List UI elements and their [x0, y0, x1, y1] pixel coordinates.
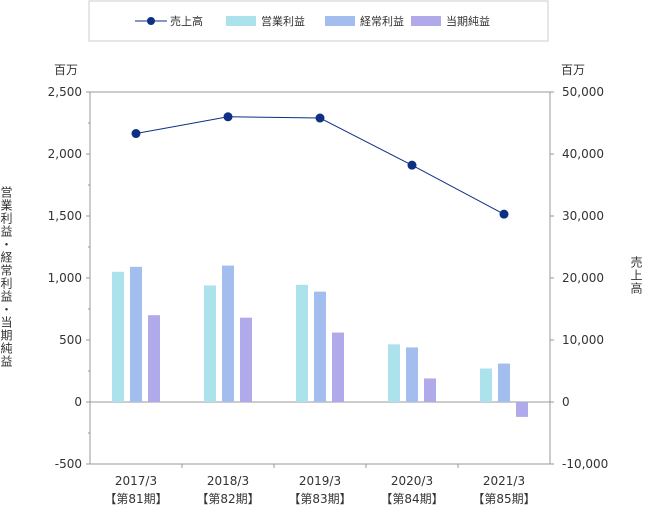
bar-当期純益-1 [240, 317, 252, 402]
x-tick-period: 【第85期】 [472, 492, 535, 506]
x-tick-year: 2021/3 [483, 474, 525, 488]
left-axis-title: 営業利益・経常利益・当期純益 [0, 186, 13, 368]
plot-frame [89, 91, 551, 465]
right-tick-label: 40,000 [562, 147, 604, 161]
bar-当期純益-0 [148, 315, 160, 402]
legend-swatch-bar [226, 16, 256, 26]
bar-当期純益-2 [332, 332, 344, 402]
sales-line [135, 116, 505, 215]
x-tick-period: 【第82期】 [196, 492, 259, 506]
left-tick-label: 0 [74, 395, 82, 409]
bar-営業利益-2 [296, 284, 308, 402]
x-tick-period: 【第84期】 [380, 492, 443, 506]
sales-point-4 [499, 209, 509, 219]
legend-swatch-marker [147, 17, 155, 25]
right-axis: -10,000 0 10,000 20,000 30,000 40,000 50,000 [550, 85, 608, 471]
plot-area [89, 91, 551, 465]
left-tick-label: 2,500 [48, 85, 82, 99]
right-tick-label: 20,000 [562, 271, 604, 285]
legend-label: 当期純益 [446, 14, 490, 28]
bar-当期純益-3 [424, 378, 436, 402]
bar-営業利益-3 [388, 344, 400, 402]
right-tick-label: 10,000 [562, 333, 604, 347]
bar-経常利益-1 [222, 265, 234, 402]
bar-経常利益-3 [406, 347, 418, 402]
legend-label: 売上高 [170, 14, 203, 28]
right-axis-title: 売上高 [629, 255, 643, 295]
right-axis-unit: 百万 [561, 63, 585, 77]
left-tick-label: 500 [59, 333, 82, 347]
bar-series [112, 265, 528, 417]
bar-経常利益-0 [130, 266, 142, 402]
line-series [131, 112, 509, 219]
x-axis: 2017/3 【第81期】 2018/3 【第82期】 2019/3 【第83期】 2020… [104, 464, 536, 506]
sales-point-3 [407, 160, 417, 170]
bar-営業利益-1 [204, 285, 216, 402]
x-tick-year: 2018/3 [207, 474, 249, 488]
left-axis-unit: 百万 [54, 63, 78, 77]
right-tick-label: 30,000 [562, 209, 604, 223]
bar-営業利益-0 [112, 271, 124, 402]
left-tick-label: 1,500 [48, 209, 82, 223]
legend-items: 売上高 営業利益 経常利益 当期純益 [135, 14, 490, 28]
sales-point-1 [223, 112, 233, 122]
x-tick-period: 【第83期】 [288, 492, 351, 506]
legend-swatch-bar [325, 16, 355, 26]
x-tick-year: 2017/3 [115, 474, 157, 488]
x-tick-period: 【第81期】 [104, 492, 167, 506]
bar-経常利益-2 [314, 291, 326, 402]
legend-swatch-bar [411, 16, 441, 26]
right-tick-label: -10,000 [562, 457, 608, 471]
bar-経常利益-4 [498, 363, 510, 402]
x-tick-year: 2019/3 [299, 474, 341, 488]
legend-label: 営業利益 [261, 14, 305, 28]
bar-当期純益-4 [516, 402, 528, 417]
left-tick-label: 1,000 [48, 271, 82, 285]
right-tick-label: 50,000 [562, 85, 604, 99]
left-tick-label: 2,000 [48, 147, 82, 161]
left-axis: -500 0 500 1,000 1,500 2,000 2,500 [48, 85, 90, 471]
right-tick-label: 0 [562, 395, 570, 409]
left-tick-label: -500 [55, 457, 82, 471]
legend: 売上高 営業利益 経常利益 当期純益 [88, 0, 549, 42]
bar-営業利益-4 [480, 368, 492, 402]
legend-label: 経常利益 [360, 14, 404, 28]
sales-point-2 [315, 113, 325, 123]
x-tick-year: 2020/3 [391, 474, 433, 488]
sales-point-0 [131, 129, 141, 139]
